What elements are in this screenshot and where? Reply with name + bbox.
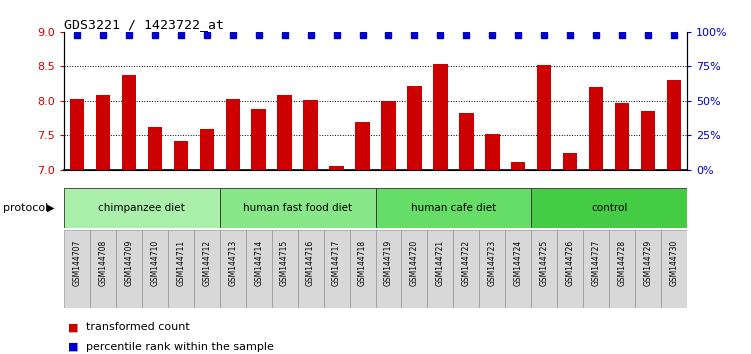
Text: GDS3221 / 1423722_at: GDS3221 / 1423722_at	[64, 18, 224, 31]
Bar	[220, 230, 246, 308]
Text: GSM144716: GSM144716	[306, 239, 315, 286]
Bar	[355, 121, 369, 170]
Text: GSM144715: GSM144715	[280, 239, 289, 286]
Bar	[589, 87, 603, 170]
Bar	[433, 64, 448, 170]
Bar	[148, 127, 162, 170]
Text: GSM144722: GSM144722	[462, 239, 471, 286]
Bar	[116, 230, 142, 308]
Bar	[557, 230, 584, 308]
Bar	[272, 230, 297, 308]
Bar	[661, 230, 687, 308]
Bar	[537, 65, 551, 170]
Bar	[142, 230, 167, 308]
Bar	[220, 188, 376, 228]
Bar	[200, 129, 214, 170]
Text: ▶: ▶	[47, 203, 54, 213]
Text: GSM144730: GSM144730	[670, 239, 679, 286]
Bar	[454, 230, 479, 308]
Bar	[64, 188, 220, 228]
Bar	[167, 230, 194, 308]
Text: GSM144721: GSM144721	[436, 239, 445, 286]
Bar	[225, 99, 240, 170]
Bar	[324, 230, 349, 308]
Text: GSM144726: GSM144726	[566, 239, 575, 286]
Bar	[667, 80, 681, 170]
Text: GSM144728: GSM144728	[618, 239, 627, 286]
Text: human fast food diet: human fast food diet	[243, 203, 352, 213]
Bar	[376, 230, 402, 308]
Text: GSM144712: GSM144712	[202, 239, 211, 286]
Bar	[246, 230, 272, 308]
Bar	[479, 230, 505, 308]
Bar	[532, 230, 557, 308]
Text: chimpanzee diet: chimpanzee diet	[98, 203, 185, 213]
Bar	[427, 230, 454, 308]
Bar	[511, 162, 526, 170]
Text: control: control	[591, 203, 627, 213]
Text: GSM144709: GSM144709	[124, 239, 133, 286]
Text: GSM144708: GSM144708	[98, 239, 107, 286]
Bar	[615, 103, 629, 170]
Text: GSM144723: GSM144723	[488, 239, 497, 286]
Text: GSM144717: GSM144717	[332, 239, 341, 286]
Bar	[460, 113, 474, 170]
Text: GSM144718: GSM144718	[358, 239, 367, 286]
Bar	[505, 230, 532, 308]
Text: GSM144729: GSM144729	[644, 239, 653, 286]
Bar	[402, 230, 427, 308]
Bar	[532, 188, 687, 228]
Bar	[485, 134, 499, 170]
Text: human cafe diet: human cafe diet	[411, 203, 496, 213]
Bar	[563, 153, 578, 170]
Bar	[64, 230, 90, 308]
Text: GSM144725: GSM144725	[540, 239, 549, 286]
Bar	[376, 188, 532, 228]
Bar	[635, 230, 661, 308]
Bar	[349, 230, 376, 308]
Text: percentile rank within the sample: percentile rank within the sample	[86, 342, 274, 352]
Text: GSM144720: GSM144720	[410, 239, 419, 286]
Bar	[609, 230, 635, 308]
Bar	[382, 101, 396, 170]
Text: GSM144710: GSM144710	[150, 239, 159, 286]
Text: ■: ■	[68, 342, 78, 352]
Bar	[252, 109, 266, 170]
Bar	[122, 75, 136, 170]
Text: GSM144724: GSM144724	[514, 239, 523, 286]
Bar	[584, 230, 609, 308]
Text: GSM144719: GSM144719	[384, 239, 393, 286]
Bar	[641, 111, 656, 170]
Text: ■: ■	[68, 322, 78, 332]
Bar	[173, 141, 188, 170]
Bar	[303, 99, 318, 170]
Text: GSM144711: GSM144711	[176, 239, 185, 286]
Text: GSM144727: GSM144727	[592, 239, 601, 286]
Bar	[297, 230, 324, 308]
Text: GSM144713: GSM144713	[228, 239, 237, 286]
Bar	[95, 95, 110, 170]
Bar	[90, 230, 116, 308]
Bar	[70, 99, 84, 170]
Text: transformed count: transformed count	[86, 322, 190, 332]
Text: GSM144707: GSM144707	[72, 239, 81, 286]
Bar	[407, 86, 421, 170]
Bar	[194, 230, 220, 308]
Bar	[277, 95, 291, 170]
Bar	[330, 166, 344, 170]
Text: GSM144714: GSM144714	[254, 239, 263, 286]
Text: protocol: protocol	[3, 203, 48, 213]
